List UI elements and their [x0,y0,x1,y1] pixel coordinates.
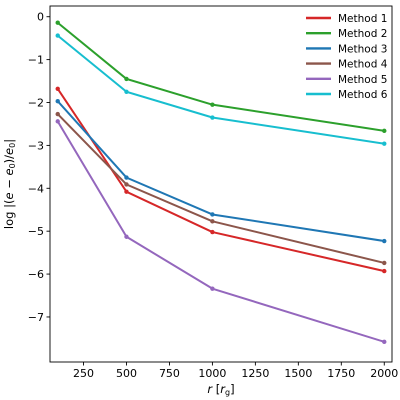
data-point-method-1 [382,268,387,274]
legend: Method 1 Method 2 Method 3 Method 4 Method 5… [306,13,388,101]
data-point-method-1 [55,86,60,91]
data-point-method-5 [124,234,129,239]
series-line-method-5 [56,120,385,343]
y-tick-label: −7 [28,311,44,324]
x-tick-label: 250 [73,367,94,380]
data-point-method-4 [210,219,215,224]
legend-label: Method 3 [338,43,387,55]
legend-label: Method 5 [338,74,387,86]
data-point-method-4 [382,260,387,266]
x-tick-label: 1000 [198,367,226,380]
y-tick-label: −5 [28,225,44,238]
data-point-method-1 [124,189,129,194]
data-point-method-6 [210,115,215,120]
series-line-method-1 [56,88,385,273]
data-point-method-2 [382,128,387,134]
data-point-method-2 [124,76,129,82]
y-tick-label: −6 [28,268,44,281]
x-tick-label: 1750 [327,367,355,380]
data-point-method-2 [210,102,215,107]
y-tick-label: −3 [28,139,44,152]
y-tick-label: −4 [28,182,44,195]
data-point-method-6 [55,33,60,38]
legend-label: Method 4 [338,59,388,71]
x-tick-label: 750 [159,367,180,380]
legend-label: Method 2 [338,28,387,40]
data-point-method-3 [55,99,60,104]
x-tick-label: 1500 [284,367,312,380]
x-tick-label: 1250 [241,367,269,380]
x-tick-label: 2000 [370,367,398,380]
plot-frame [49,5,393,363]
series-line-method-6 [57,34,385,145]
data-point-method-4 [124,182,129,187]
y-tick-label: −2 [28,97,44,110]
legend-label: Method 1 [338,13,387,25]
series-line-method-4 [57,113,385,264]
data-point-method-5 [382,339,387,345]
data-point-method-5 [210,286,215,291]
data-point-method-6 [382,141,387,146]
data-point-method-1 [210,229,215,235]
data-point-method-3 [382,238,387,244]
y-tick-label: 0 [37,11,44,24]
series-layer [55,20,387,345]
data-point-method-3 [210,212,215,217]
y-axis-label: log |(e − e0)/e0| [2,139,17,229]
legend-label: Method 6 [338,89,388,101]
data-point-method-3 [124,175,129,180]
x-tick-label: 500 [116,367,137,380]
data-point-method-6 [124,89,129,94]
series-line-method-2 [57,21,385,132]
ticks-layer: 250 500 750 1000 1250 1500 1750 2000 0 −1 −2 −3 −4 −5… [28,11,398,380]
series-line-method-3 [56,100,385,243]
data-point-method-2 [55,20,60,25]
data-point-method-4 [55,111,60,117]
y-tick-label: −1 [28,54,44,67]
x-axis-label: r [rg] [207,382,234,397]
data-point-method-5 [55,119,60,124]
